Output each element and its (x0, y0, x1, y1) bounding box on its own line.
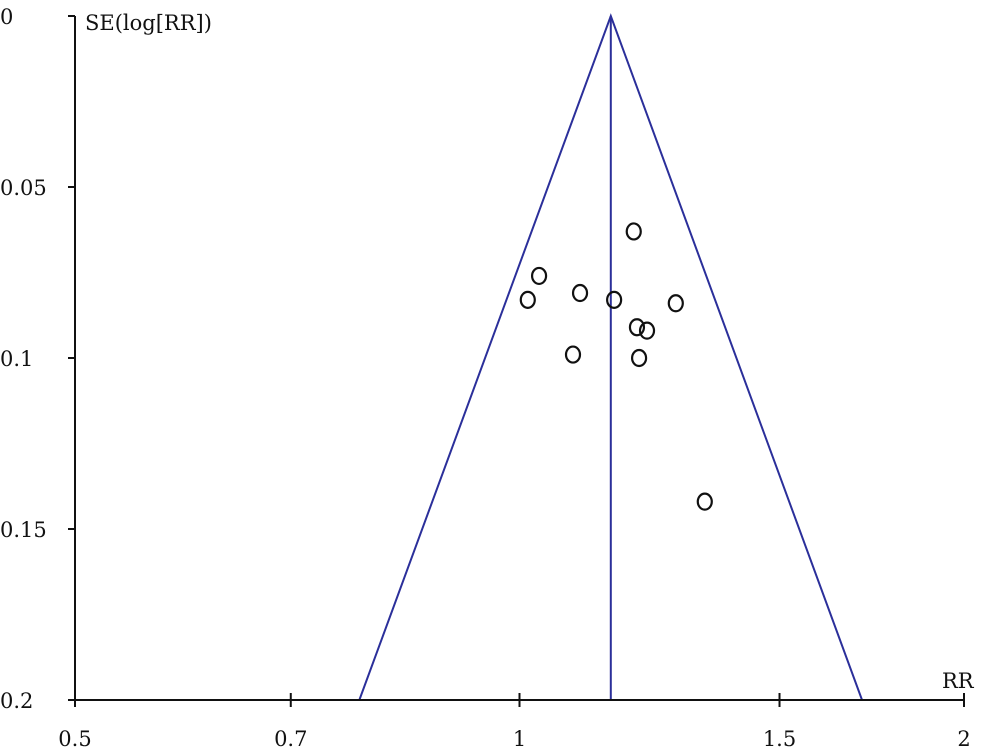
y-tick-label: 0.2 (0, 689, 33, 713)
funnel-lines (358, 13, 863, 701)
x-tick-label: 1.5 (763, 727, 796, 751)
study-point (606, 290, 623, 309)
study-point (564, 345, 582, 364)
study-point (628, 318, 646, 337)
study-point (630, 348, 648, 368)
x-tick-label: 1 (513, 727, 526, 751)
x-tick-label: 0.5 (58, 727, 91, 751)
x-tick-label: 2 (957, 727, 970, 751)
y-tick-label: 0.15 (0, 518, 47, 542)
axes: 0.5 0.7 1 1.5 2 0 0.05 0.1 0.15 0.2 (0, 5, 971, 751)
study-point (519, 290, 536, 309)
study-point (667, 294, 684, 313)
study-point (638, 321, 656, 340)
x-tick-label: 0.7 (274, 727, 307, 751)
funnel-limits (358, 13, 863, 701)
study-point (571, 283, 589, 303)
x-axis-label: RR (942, 669, 975, 693)
y-tick-label: 0 (0, 5, 13, 29)
study-point (625, 222, 642, 241)
study-point (530, 266, 548, 286)
study-points (519, 222, 713, 511)
y-axis-label: SE(log[RR]) (85, 11, 212, 35)
y-tick-label: 0.05 (0, 176, 47, 200)
study-point (696, 492, 713, 511)
y-tick-label: 0.1 (0, 347, 33, 371)
